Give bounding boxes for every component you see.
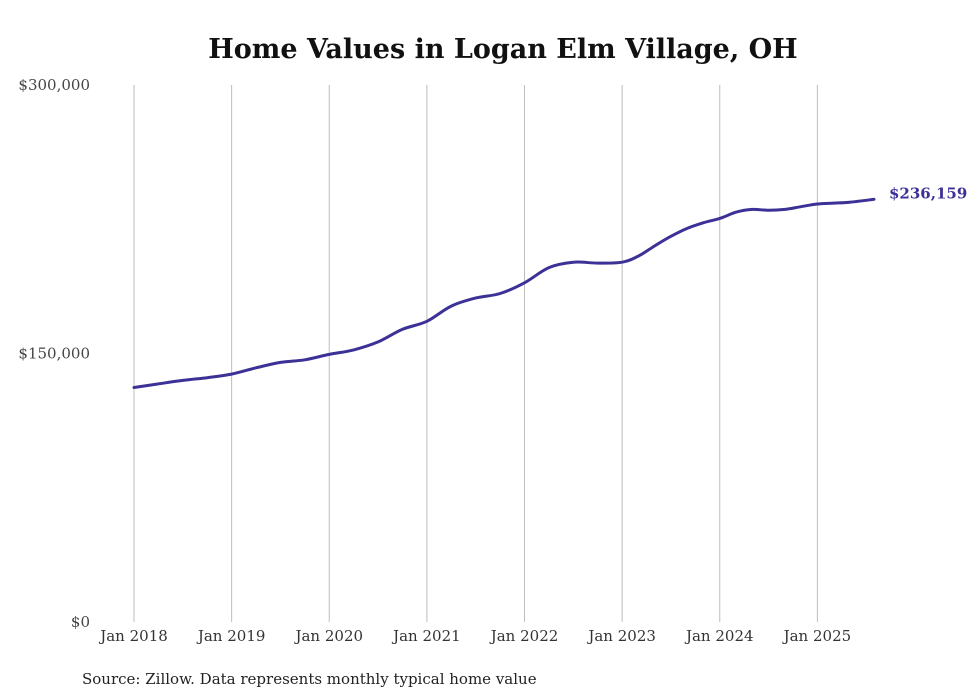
x-tick-label: Jan 2020: [293, 627, 363, 645]
home-value-line: [132, 197, 876, 389]
x-tick-label: Jan 2018: [98, 627, 168, 645]
x-axis-ticks: Jan 2018 Jan 2019 Jan 2020 Jan 2021 Jan 2022…: [98, 627, 851, 645]
y-axis-ticks: $0 $150,000 $300,000: [18, 76, 90, 631]
x-tick-label: Jan 2023: [586, 627, 656, 645]
latest-value-label: $236,159: [889, 184, 967, 202]
y-tick-label: $150,000: [18, 345, 90, 363]
x-tick-label: Jan 2022: [489, 627, 559, 645]
source-note: Source: Zillow. Data represents monthly …: [82, 670, 537, 688]
y-tick-label: $0: [71, 613, 90, 631]
y-tick-label: $300,000: [18, 76, 90, 94]
gridlines: [133, 85, 818, 622]
x-tick-label: Jan 2025: [782, 627, 852, 645]
x-tick-label: Jan 2024: [684, 627, 754, 645]
chart-title: Home Values in Logan Elm Village, OH: [208, 34, 797, 65]
x-tick-label: Jan 2021: [391, 627, 461, 645]
x-tick-label: Jan 2019: [196, 627, 266, 645]
